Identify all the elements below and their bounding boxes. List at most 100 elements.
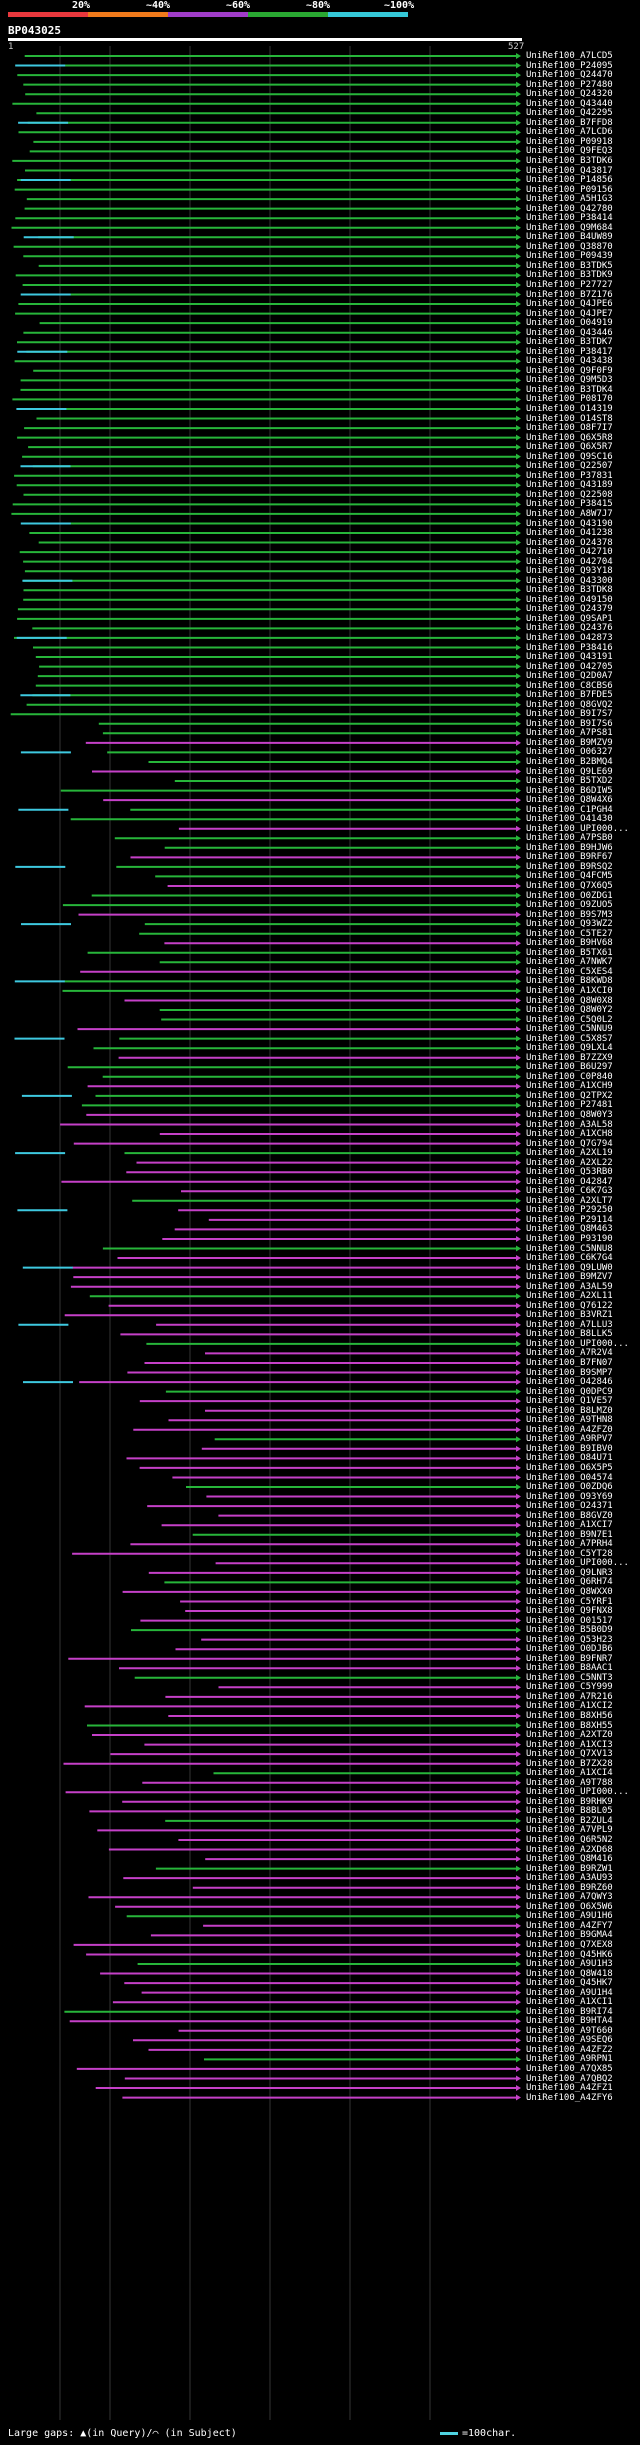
hit-label[interactable]: UniRef100_Q24379	[526, 604, 613, 615]
hit-label[interactable]: UniRef100_Q8GVQ2	[526, 699, 613, 710]
hit-label[interactable]: UniRef100_O84U71	[526, 1453, 613, 1464]
hit-label[interactable]: UniRef100_A4ZFY6	[526, 2092, 613, 2103]
hit-label[interactable]: UniRef100_B6U297	[526, 1062, 613, 1073]
hit-label[interactable]: UniRef100_B7FN07	[526, 1358, 613, 1368]
hit-label[interactable]: UniRef100_B8LLK5	[526, 1329, 613, 1340]
hit-label[interactable]: UniRef100_B9HJW6	[526, 842, 613, 853]
hit-label[interactable]: UniRef100_Q9F0F9	[526, 365, 613, 376]
hit-label[interactable]: UniRef100_O0ZDQ6	[526, 1482, 613, 1492]
hit-label[interactable]: UniRef100_O01517	[526, 1615, 613, 1626]
hit-label[interactable]: UniRef100_Q43300	[526, 575, 613, 586]
hit-label[interactable]: UniRef100_UPI000...	[526, 1558, 629, 1569]
hit-label[interactable]: UniRef100_C0P840	[526, 1071, 613, 1082]
hit-label[interactable]: UniRef100_Q2TPX2	[526, 1090, 613, 1101]
hit-label[interactable]: UniRef100_Q43190	[526, 518, 613, 529]
hit-label[interactable]: UniRef100_O0DJB6	[526, 1644, 613, 1655]
hit-label[interactable]: UniRef100_B5B0D9	[526, 1625, 613, 1636]
hit-label[interactable]: UniRef100_Q42780	[526, 203, 613, 214]
hit-label[interactable]: UniRef100_P27481	[526, 1100, 613, 1111]
hit-label[interactable]: UniRef100_Q8W0X8	[526, 995, 613, 1006]
hit-label[interactable]: UniRef100_Q8M416	[526, 1854, 613, 1865]
hit-label[interactable]: UniRef100_A9U1H4	[526, 1987, 613, 1998]
hit-label[interactable]: UniRef100_UPI000...	[526, 1338, 629, 1349]
hit-label[interactable]: UniRef100_A7QX85	[526, 2063, 613, 2074]
hit-label[interactable]: UniRef100_B9HV68	[526, 938, 613, 949]
hit-label[interactable]: UniRef100_O14ST8	[526, 413, 613, 424]
hit-label[interactable]: UniRef100_P37831	[526, 470, 613, 481]
hit-label[interactable]: UniRef100_B8XH55	[526, 1720, 613, 1731]
hit-label[interactable]: UniRef100_A1XCI4	[526, 1768, 613, 1779]
hit-label[interactable]: UniRef100_Q9M5D3	[526, 375, 613, 386]
hit-label[interactable]: UniRef100_P24095	[526, 60, 613, 71]
hit-label[interactable]: UniRef100_A1XCH8	[526, 1129, 613, 1139]
hit-label[interactable]: UniRef100_B7Z176	[526, 289, 613, 300]
hit-label[interactable]: UniRef100_Q43446	[526, 327, 613, 338]
hit-label[interactable]: UniRef100_B9RF67	[526, 852, 613, 863]
hit-label[interactable]: UniRef100_B6DIW5	[526, 785, 613, 796]
hit-label[interactable]: UniRef100_A7LCD5	[526, 51, 613, 61]
hit-label[interactable]: UniRef100_O9ZUO5	[526, 900, 613, 911]
hit-label[interactable]: UniRef100_Q7XEX8	[526, 1939, 613, 1950]
hit-label[interactable]: UniRef100_O41430	[526, 814, 613, 825]
hit-label[interactable]: UniRef100_O14319	[526, 404, 613, 414]
hit-label[interactable]: UniRef100_A7R2V4	[526, 1348, 613, 1359]
hit-label[interactable]: UniRef100_A7LLU3	[526, 1319, 613, 1330]
hit-label[interactable]: UniRef100_A3AL58	[526, 1119, 613, 1130]
hit-label[interactable]: UniRef100_B2ZUL4	[526, 1815, 613, 1826]
hit-label[interactable]: UniRef100_Q6X5R7	[526, 442, 613, 453]
hit-label[interactable]: UniRef100_B4UW89	[526, 232, 613, 243]
hit-label[interactable]: UniRef100_P38416	[526, 642, 613, 653]
hit-label[interactable]: UniRef100_A7PRH4	[526, 1539, 613, 1550]
hit-label[interactable]: UniRef100_O42846	[526, 1377, 613, 1388]
hit-label[interactable]: UniRef100_A2XD68	[526, 1844, 613, 1855]
hit-label[interactable]: UniRef100_P29250	[526, 1205, 613, 1216]
hit-label[interactable]: UniRef100_A9U1H6	[526, 1911, 613, 1922]
hit-label[interactable]: UniRef100_A7PS81	[526, 728, 613, 739]
hit-label[interactable]: UniRef100_A4ZFY7	[526, 1920, 613, 1931]
hit-label[interactable]: UniRef100_C1PGH4	[526, 804, 613, 815]
hit-label[interactable]: UniRef100_A1XCI1	[526, 1997, 613, 2008]
hit-label[interactable]: UniRef100_A1XCI7	[526, 1520, 613, 1531]
hit-label[interactable]: UniRef100_P27727	[526, 280, 613, 290]
hit-label[interactable]: UniRef100_A1XCI0	[526, 985, 613, 996]
hit-label[interactable]: UniRef100_Q38870	[526, 241, 613, 252]
hit-label[interactable]: UniRef100_Q42295	[526, 108, 613, 119]
hit-label[interactable]: UniRef100_Q4JPE6	[526, 299, 613, 309]
hit-label[interactable]: UniRef100_C8CBS6	[526, 680, 613, 691]
hit-label[interactable]: UniRef100_B8GVZ0	[526, 1510, 613, 1521]
hit-label[interactable]: UniRef100_Q9SAP1	[526, 613, 613, 624]
hit-label[interactable]: UniRef100_P29114	[526, 1214, 613, 1225]
hit-label[interactable]: UniRef100_B9IBV0	[526, 1443, 613, 1454]
hit-label[interactable]: UniRef100_A9T788	[526, 1777, 613, 1788]
hit-label[interactable]: UniRef100_P09439	[526, 251, 613, 262]
hit-label[interactable]: UniRef100_A9RPN1	[526, 2054, 613, 2065]
hit-label[interactable]: UniRef100_Q7X6Q5	[526, 881, 613, 891]
hit-label[interactable]: UniRef100_Q43438	[526, 356, 613, 367]
hit-label[interactable]: UniRef100_B9SMP7	[526, 1367, 613, 1378]
hit-label[interactable]: UniRef100_B9GMA4	[526, 1930, 613, 1941]
hit-label[interactable]: UniRef100_Q22508	[526, 489, 613, 500]
hit-label[interactable]: UniRef100_P38415	[526, 499, 613, 510]
hit-label[interactable]: UniRef100_B3TDK6	[526, 155, 613, 166]
hit-label[interactable]: UniRef100_Q9LUW0	[526, 1262, 613, 1273]
hit-label[interactable]: UniRef100_A2XL11	[526, 1291, 613, 1302]
hit-label[interactable]: UniRef100_B5TX61	[526, 947, 613, 958]
hit-label[interactable]: UniRef100_B8LMZ0	[526, 1405, 613, 1416]
hit-label[interactable]: UniRef100_Q93Y18	[526, 566, 613, 577]
hit-label[interactable]: UniRef100_Q24470	[526, 70, 613, 81]
hit-label[interactable]: UniRef100_Q4FCM5	[526, 871, 613, 882]
hit-label[interactable]: UniRef100_Q43817	[526, 165, 613, 176]
hit-label[interactable]: UniRef100_B7FDE5	[526, 690, 613, 701]
hit-label[interactable]: UniRef100_Q9FEQ3	[526, 146, 613, 157]
hit-label[interactable]: UniRef100_C5TE27	[526, 928, 613, 939]
hit-label[interactable]: UniRef100_B8KWD8	[526, 976, 613, 987]
hit-label[interactable]: UniRef100_A9U1H3	[526, 1959, 613, 1969]
hit-label[interactable]: UniRef100_B3TDK8	[526, 585, 613, 596]
hit-label[interactable]: UniRef100_A7R216	[526, 1691, 613, 1702]
hit-label[interactable]: UniRef100_Q1VE57	[526, 1396, 613, 1407]
hit-label[interactable]: UniRef100_B7ZZX9	[526, 1052, 613, 1063]
hit-label[interactable]: UniRef100_Q7XV13	[526, 1749, 613, 1760]
hit-label[interactable]: UniRef100_B9I7S6	[526, 718, 613, 729]
hit-label[interactable]: UniRef100_B9RHK9	[526, 1796, 613, 1807]
hit-label[interactable]: UniRef100_B5TXD2	[526, 776, 613, 786]
